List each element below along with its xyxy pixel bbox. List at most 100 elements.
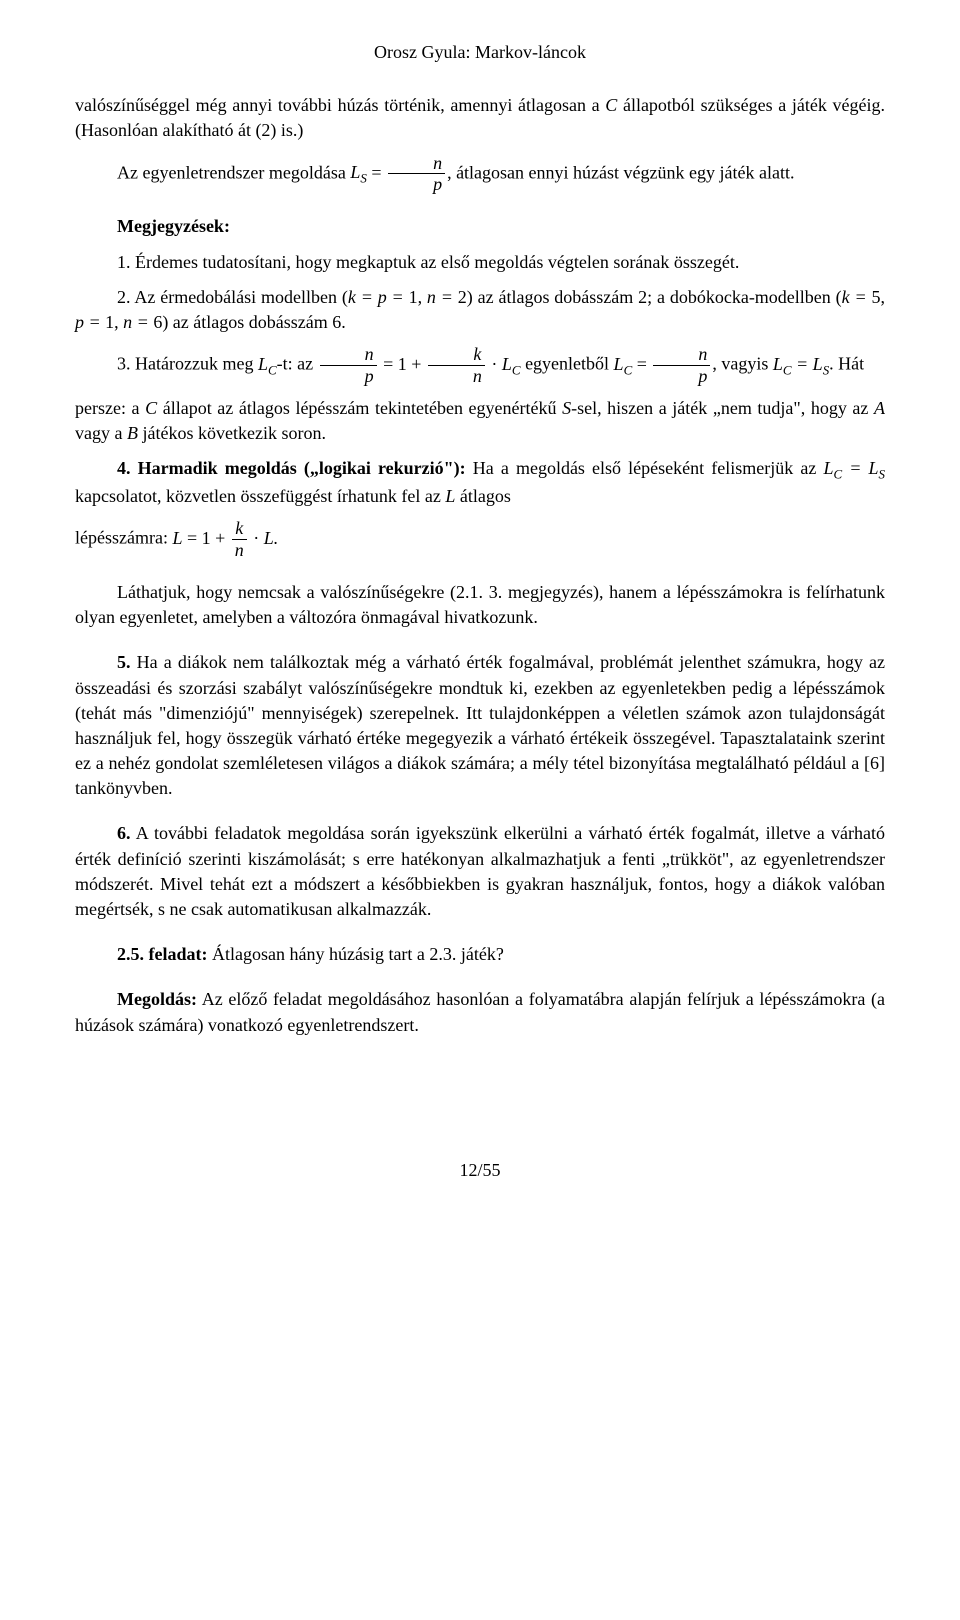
den: n [232,540,247,560]
note-1: 1. Érdemes tudatosítani, hogy megkaptuk … [75,250,885,275]
label: 2.5. feladat: [117,944,207,964]
para-5: Láthatjuk, hogy nemcsak a valószínűségek… [75,580,885,630]
v: LC [258,354,277,374]
t: vagy a [75,423,127,443]
eq: np = 1 + kn · LC [318,354,521,374]
solution-para: Megoldás: Az előző feladat megoldásához … [75,987,885,1037]
v: LC = LS [823,458,885,478]
den: n [428,366,485,386]
num: k [232,519,247,540]
sub: C [833,467,842,482]
page-footer: 12/55 [75,1158,885,1183]
v: L [172,528,182,548]
fraction: kn [428,345,485,386]
sub: C [268,362,277,377]
v: LC = LS [773,354,829,374]
t: 2. Az érmedobálási modellben ( [117,287,348,307]
var-ls: LS [350,162,367,182]
v: S [562,398,571,418]
v: A [874,398,885,418]
fraction: np [653,345,710,386]
sub: C [783,362,792,377]
text: L [350,162,360,182]
text: , átlagosan ennyi húzást végzünk egy ját… [447,162,794,182]
t: állapot az átlagos lépésszám tekintetébe… [157,398,562,418]
t: kapcsolatot, közvetlen összefüggést írha… [75,486,445,506]
v: L [445,486,455,506]
t: = 1 + [379,354,426,374]
text: valószínűséggel még annyi további húzás … [75,95,605,115]
note-2: 2. Az érmedobálási modellben (k = p = 1,… [75,285,885,335]
t: . Hát [829,354,864,374]
v: C [145,398,157,418]
note-3-line2: persze: a C állapot az átlagos lépésszám… [75,396,885,446]
num: n [320,345,377,366]
t: L [258,354,268,374]
t: egyenletből [521,354,614,374]
t: Az előző feladat megoldásához hasonlóan … [75,989,885,1034]
num: n [653,345,710,366]
v: LC [502,354,521,374]
fraction: np [388,154,445,195]
v: n = [123,312,153,332]
t: Ha a megoldás első lépéseként felismerjü… [466,458,824,478]
t: 1, [409,287,427,307]
t: L [823,458,833,478]
note-3-line1: 3. Határozzuk meg LC-t: az np = 1 + kn ·… [75,345,885,386]
t: -sel, hiszen a játék „nem tudja", hogy a… [571,398,874,418]
v: p = [75,312,105,332]
title: Megjegyzések: [117,216,230,236]
t: 6) az átlagos dobásszám 6. [153,312,345,332]
den: p [320,366,377,386]
para-7: 6. A további feladatok megoldása során i… [75,821,885,922]
num: 6. [117,823,131,843]
t: lépésszámra: [75,528,172,548]
label: Megoldás: [117,989,197,1009]
t: A további feladatok megoldása során igye… [75,823,885,919]
t: L [502,354,512,374]
t: · [249,528,264,548]
numerator: n [388,154,445,175]
den: p [653,366,710,386]
t: 2) az átlagos dobásszám 2; a dobókocka-m… [458,287,842,307]
para-6: 5. Ha a diákok nem találkoztak még a vár… [75,650,885,801]
v: B [127,423,138,443]
v: k = [842,287,872,307]
denominator: p [388,174,445,194]
t: , vagyis [712,354,773,374]
v: LC [614,354,633,374]
t: persze: a [75,398,145,418]
t: 1, [105,312,123,332]
sub: S [879,467,885,482]
eq: L = 1 + kn · L. [172,528,278,548]
t: átlagos [455,486,511,506]
intro-para-1: valószínűséggel még annyi további húzás … [75,93,885,143]
t: · [487,354,502,374]
fraction: kn [232,519,247,560]
eq: LC = np [614,354,713,374]
t: = [632,354,651,374]
eq: = [367,162,386,182]
t: L [614,354,624,374]
intro-para-2: Az egyenletrendszer megoldása LS = np, á… [75,154,885,195]
v: n = [427,287,458,307]
t: -t: az [277,354,318,374]
t: = L [792,354,823,374]
note-4-line2: lépésszámra: L = 1 + kn · L. [75,519,885,560]
note-4-line1: 4. Harmadik megoldás („logikai rekurzió"… [75,456,885,509]
sub: C [624,362,633,377]
t: = L [842,458,878,478]
t: 3. Határozzuk meg [117,354,258,374]
t: Átlagosan hány húzásig tart a 2.3. játék… [207,944,503,964]
var-c: C [605,95,617,115]
t: játékos következik soron. [138,423,326,443]
t: Ha a diákok nem találkoztak még a várhat… [75,652,885,798]
task-2-5: 2.5. feladat: Átlagosan hány húzásig tar… [75,942,885,967]
notes-title: Megjegyzések: [75,214,885,239]
t: 5, [872,287,886,307]
v: k = p = [348,287,409,307]
num: k [428,345,485,366]
t: 4. Harmadik megoldás („logikai rekurzió"… [117,458,466,478]
text: Az egyenletrendszer megoldása [117,162,350,182]
t: = 1 + [182,528,229,548]
